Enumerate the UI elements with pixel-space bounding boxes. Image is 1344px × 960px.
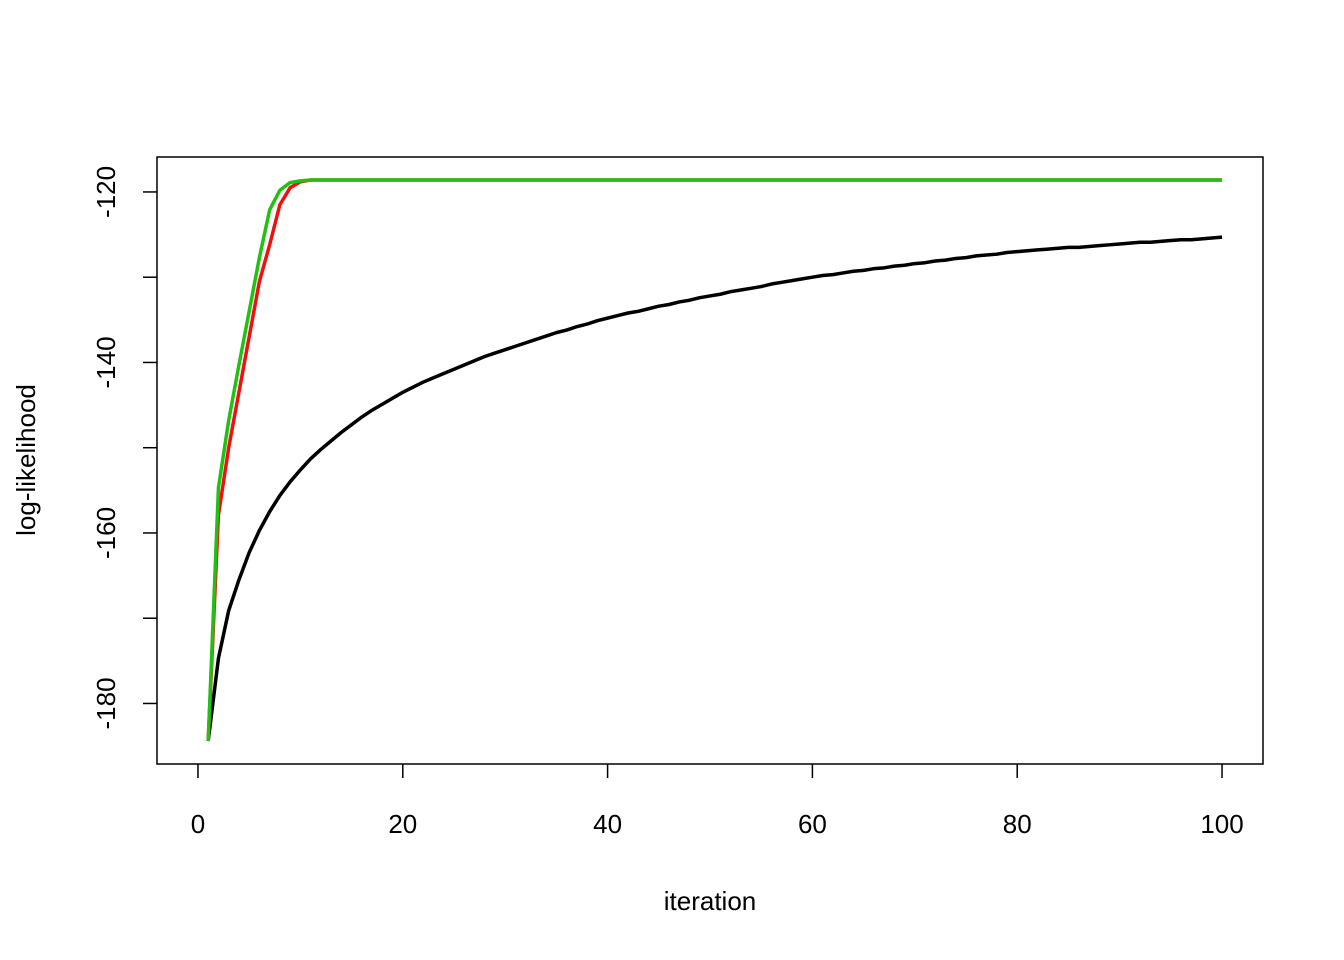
series-line (206, 178, 1223, 742)
x-axis-label: iteration (664, 886, 757, 916)
y-tick-label: -160 (91, 507, 121, 559)
x-tick-label: 80 (1003, 809, 1032, 839)
y-tick-label: -120 (91, 166, 121, 218)
x-tick-label: 0 (191, 809, 205, 839)
series-line (206, 235, 1223, 742)
x-tick-label: 60 (798, 809, 827, 839)
y-axis-label: log-likelihood (11, 384, 41, 536)
x-tick-label: 100 (1200, 809, 1243, 839)
plot-frame (156, 156, 1264, 765)
x-tick-label: 40 (593, 809, 622, 839)
y-tick-label: -180 (91, 677, 121, 729)
x-tick-label: 20 (388, 809, 417, 839)
series-line (206, 178, 1223, 742)
y-tick-label: -140 (91, 336, 121, 388)
